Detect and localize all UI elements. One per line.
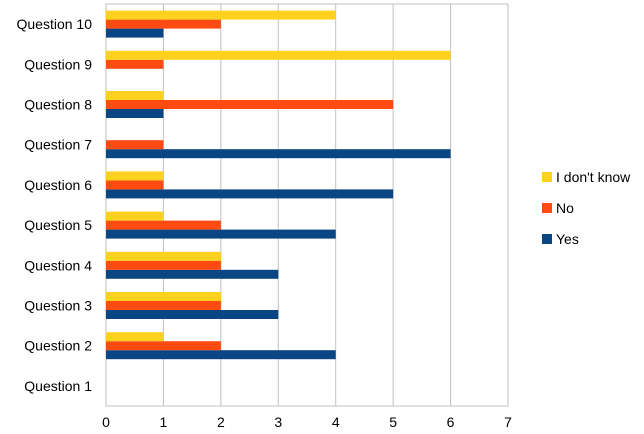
- bar-no-question-5: [106, 220, 221, 230]
- bar-i-don-t-know-question-6: [106, 171, 164, 181]
- y-tick-label: Question 9: [24, 56, 92, 72]
- x-tick-label: 7: [504, 414, 512, 430]
- bar-i-don-t-know-question-3: [106, 292, 221, 301]
- legend-swatch-no: [542, 203, 552, 213]
- bar-i-don-t-know-question-2: [106, 332, 164, 342]
- bar-no-question-6: [106, 180, 164, 190]
- legend-swatch-yes: [542, 234, 552, 244]
- bar-yes-question-5: [106, 229, 336, 239]
- y-tick-label: Question 6: [24, 177, 92, 193]
- bar-i-don-t-know-question-5: [106, 211, 164, 221]
- bar-yes-question-2: [106, 350, 336, 360]
- x-tick-label: 3: [274, 414, 282, 430]
- y-axis-labels: Question 1 Question 2 Question 3 Question 4…: [17, 16, 93, 394]
- y-tick-label: Question 2: [24, 338, 92, 354]
- y-tick-label: Question 1: [24, 378, 92, 394]
- bars: [106, 10, 451, 360]
- legend-label-yes: Yes: [556, 231, 579, 247]
- bar-no-question-10: [106, 19, 221, 29]
- x-tick-label: 2: [217, 414, 225, 430]
- bar-no-question-8: [106, 100, 394, 109]
- bar-yes-question-6: [106, 189, 394, 199]
- plot-area: [105, 3, 509, 407]
- bar-no-question-7: [106, 140, 164, 150]
- x-tick-label: 5: [389, 414, 397, 430]
- bar-yes-question-3: [106, 310, 279, 319]
- bar-i-don-t-know-question-4: [106, 251, 221, 261]
- legend-label-no: No: [556, 200, 574, 216]
- y-tick-label: Question 7: [24, 137, 92, 153]
- x-tick-label: 0: [102, 414, 110, 430]
- y-tick-label: Question 10: [17, 16, 93, 32]
- bar-yes-question-7: [106, 149, 451, 159]
- y-tick-label: Question 8: [24, 97, 92, 113]
- y-tick-label: Question 3: [24, 298, 92, 314]
- bar-yes-question-8: [106, 109, 164, 118]
- bar-no-question-9: [106, 59, 164, 69]
- bar-yes-question-4: [106, 269, 279, 279]
- bar-yes-question-10: [106, 28, 164, 38]
- bar-i-don-t-know-question-10: [106, 10, 336, 20]
- bar-i-don-t-know-question-9: [106, 50, 451, 60]
- legend-label-i-don-t-know: I don't know: [556, 169, 631, 185]
- bar-no-question-4: [106, 260, 221, 270]
- x-tick-label: 6: [447, 414, 455, 430]
- legend: I don't know No Yes: [542, 169, 631, 247]
- bar-no-question-2: [106, 341, 221, 351]
- legend-swatch-i-don-t-know: [542, 172, 552, 182]
- bar-no-question-3: [106, 301, 221, 310]
- x-tick-label: 1: [160, 414, 168, 430]
- x-axis-labels: 0 1 2 3 4 5 6 7: [102, 414, 512, 430]
- bar-i-don-t-know-question-8: [106, 91, 164, 100]
- y-tick-label: Question 4: [24, 257, 92, 273]
- x-tick-label: 4: [332, 414, 340, 430]
- y-tick-label: Question 5: [24, 217, 92, 233]
